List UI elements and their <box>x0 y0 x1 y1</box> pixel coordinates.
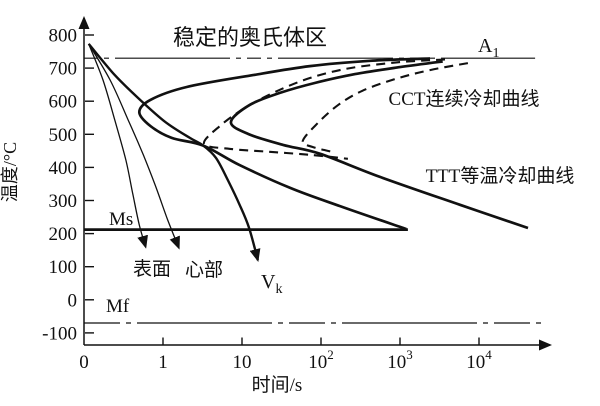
y-tick-label: 800 <box>49 26 78 47</box>
curve-CCT-finish <box>301 62 469 153</box>
y-tick-label: 500 <box>49 125 78 146</box>
curve-cooling-surface <box>88 43 148 249</box>
y-tick-label: 700 <box>49 59 78 80</box>
y-tick-label: -100 <box>42 323 77 344</box>
y-tick-label: 200 <box>49 224 78 245</box>
x-axis-title: 时间/s <box>252 374 303 396</box>
ms-label: Ms <box>109 209 133 230</box>
ttt-label: TTT等温冷却曲线 <box>426 165 575 187</box>
x-tick-label: 103 <box>387 347 413 373</box>
curve-TTT-finish <box>229 60 529 230</box>
y-tick-label: 0 <box>68 290 78 311</box>
axes <box>78 16 552 351</box>
y-tick-label: 600 <box>49 92 78 113</box>
x-tick-label: 104 <box>466 347 492 373</box>
cct-label: CCT连续冷却曲线 <box>389 88 540 110</box>
y-tick-label: 100 <box>49 257 78 278</box>
curve-TTT-start <box>137 57 431 231</box>
y-axis-title: 温度/°C <box>0 142 20 202</box>
chart-title: 稳定的奥氏体区 <box>173 25 327 50</box>
vk-label-base: V <box>261 271 276 293</box>
y-tick-label: 300 <box>49 191 78 212</box>
curve-cooling-core <box>88 43 180 250</box>
a1-label-base: A <box>478 35 493 57</box>
y-tick-label: 400 <box>49 158 78 179</box>
x-tick-label: 10 <box>233 352 252 373</box>
mf-label: Mf <box>106 296 130 317</box>
curve-CCT-start <box>202 58 446 160</box>
curves <box>84 43 545 324</box>
x-tick-label: 0 <box>79 352 89 373</box>
a1-label-sub: 1 <box>492 46 499 61</box>
x-tick-label: 1 <box>158 352 168 373</box>
a1-label: A1 <box>478 35 499 61</box>
core-label: 心部 <box>185 259 223 281</box>
curve-cooling-critical-vk <box>87 43 261 263</box>
vk-label: Vk <box>261 271 282 297</box>
surface-label: 表面 <box>133 258 171 280</box>
x-tick-label: 102 <box>308 347 334 373</box>
vk-label-sub: k <box>275 282 282 297</box>
